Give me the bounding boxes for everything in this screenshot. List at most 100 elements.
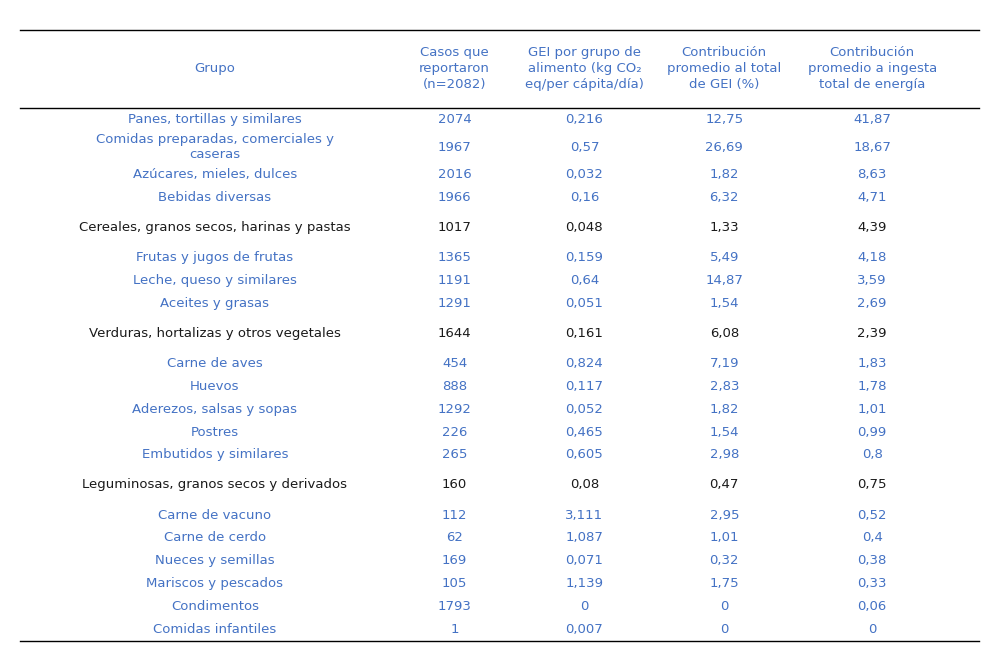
Text: 0: 0 — [720, 623, 728, 636]
Text: 4,39: 4,39 — [857, 221, 887, 235]
Text: 0,52: 0,52 — [857, 509, 887, 522]
Text: 1292: 1292 — [438, 403, 472, 416]
Text: Bebidas diversas: Bebidas diversas — [158, 191, 272, 204]
Text: 6,32: 6,32 — [709, 191, 739, 204]
Text: Casos que
reportaron
(n=2082): Casos que reportaron (n=2082) — [420, 46, 490, 91]
Text: 2,83: 2,83 — [709, 380, 739, 393]
Text: GEI por grupo de
alimento (kg CO₂
eq/per cápita/día): GEI por grupo de alimento (kg CO₂ eq/per… — [525, 46, 643, 91]
Text: 1,01: 1,01 — [709, 532, 739, 545]
Text: Verduras, hortalizas y otros vegetales: Verduras, hortalizas y otros vegetales — [89, 327, 341, 340]
Text: 26,69: 26,69 — [705, 141, 743, 154]
Text: Condimentos: Condimentos — [171, 600, 259, 613]
Text: 0,32: 0,32 — [709, 554, 739, 567]
Text: 0,75: 0,75 — [857, 478, 887, 491]
Text: 0,38: 0,38 — [857, 554, 887, 567]
Text: Grupo: Grupo — [195, 62, 235, 75]
Text: Azúcares, mieles, dulces: Azúcares, mieles, dulces — [133, 168, 297, 181]
Text: Leche, queso y similares: Leche, queso y similares — [133, 274, 297, 287]
Text: 1,087: 1,087 — [565, 532, 603, 545]
Text: 3,59: 3,59 — [857, 274, 887, 287]
Text: 0,605: 0,605 — [565, 449, 603, 461]
Text: 0,08: 0,08 — [569, 478, 599, 491]
Text: Mariscos y pescados: Mariscos y pescados — [146, 577, 284, 590]
Text: 2,95: 2,95 — [709, 509, 739, 522]
Text: 0,64: 0,64 — [569, 274, 599, 287]
Text: 0,465: 0,465 — [565, 426, 603, 439]
Text: 0,051: 0,051 — [565, 297, 603, 310]
Text: Carne de aves: Carne de aves — [167, 357, 263, 370]
Text: 1,54: 1,54 — [709, 297, 739, 310]
Text: 105: 105 — [442, 577, 468, 590]
Text: 888: 888 — [442, 380, 468, 393]
Text: Comidas preparadas, comerciales y
caseras: Comidas preparadas, comerciales y casera… — [96, 133, 334, 161]
Text: 0,06: 0,06 — [857, 600, 887, 613]
Text: 0: 0 — [580, 600, 588, 613]
Text: 4,18: 4,18 — [857, 252, 887, 264]
Text: 1,01: 1,01 — [857, 403, 887, 416]
Text: 1644: 1644 — [438, 327, 472, 340]
Text: 1,54: 1,54 — [709, 426, 739, 439]
Text: 2,69: 2,69 — [857, 297, 887, 310]
Text: Aceites y grasas: Aceites y grasas — [160, 297, 270, 310]
Text: 1: 1 — [451, 623, 459, 636]
Text: Carne de cerdo: Carne de cerdo — [164, 532, 266, 545]
Text: Cereales, granos secos, harinas y pastas: Cereales, granos secos, harinas y pastas — [79, 221, 351, 235]
Text: 1,83: 1,83 — [857, 357, 887, 370]
Text: 12,75: 12,75 — [705, 112, 743, 125]
Text: 1365: 1365 — [438, 252, 472, 264]
Text: 1,75: 1,75 — [709, 577, 739, 590]
Text: 3,111: 3,111 — [565, 509, 603, 522]
Text: 6,08: 6,08 — [709, 327, 739, 340]
Text: 62: 62 — [447, 532, 463, 545]
Text: Contribución
promedio al total
de GEI (%): Contribución promedio al total de GEI (%… — [667, 46, 781, 91]
Text: 169: 169 — [442, 554, 468, 567]
Text: 0: 0 — [868, 623, 876, 636]
Text: Panes, tortillas y similares: Panes, tortillas y similares — [128, 112, 302, 125]
Text: 0,4: 0,4 — [862, 532, 882, 545]
Text: 226: 226 — [442, 426, 468, 439]
Text: 0,032: 0,032 — [565, 168, 603, 181]
Text: 14,87: 14,87 — [705, 274, 743, 287]
Text: 4,71: 4,71 — [857, 191, 887, 204]
Text: 2074: 2074 — [438, 112, 472, 125]
Text: 0,33: 0,33 — [857, 577, 887, 590]
Text: 1,33: 1,33 — [709, 221, 739, 235]
Text: 0: 0 — [720, 600, 728, 613]
Text: 1,139: 1,139 — [565, 577, 603, 590]
Text: 8,63: 8,63 — [857, 168, 887, 181]
Text: 18,67: 18,67 — [853, 141, 891, 154]
Text: 0,99: 0,99 — [857, 426, 887, 439]
Text: Leguminosas, granos secos y derivados: Leguminosas, granos secos y derivados — [82, 478, 348, 491]
Text: 5,49: 5,49 — [709, 252, 739, 264]
Text: 1,82: 1,82 — [709, 168, 739, 181]
Text: 1793: 1793 — [438, 600, 472, 613]
Text: 1,82: 1,82 — [709, 403, 739, 416]
Text: Nueces y semillas: Nueces y semillas — [155, 554, 275, 567]
Text: 0,007: 0,007 — [565, 623, 603, 636]
Text: 1,78: 1,78 — [857, 380, 887, 393]
Text: 112: 112 — [442, 509, 468, 522]
Text: Embutidos y similares: Embutidos y similares — [142, 449, 288, 461]
Text: 1967: 1967 — [438, 141, 472, 154]
Text: 0,57: 0,57 — [569, 141, 599, 154]
Text: Huevos: Huevos — [190, 380, 240, 393]
Text: 7,19: 7,19 — [709, 357, 739, 370]
Text: 1017: 1017 — [438, 221, 472, 235]
Text: 1291: 1291 — [438, 297, 472, 310]
Text: 0,071: 0,071 — [565, 554, 603, 567]
Text: 265: 265 — [442, 449, 468, 461]
Text: 0,824: 0,824 — [565, 357, 603, 370]
Text: 1966: 1966 — [438, 191, 472, 204]
Text: Aderezos, salsas y sopas: Aderezos, salsas y sopas — [132, 403, 298, 416]
Text: 2,98: 2,98 — [709, 449, 739, 461]
Text: 0,159: 0,159 — [565, 252, 603, 264]
Text: 0,161: 0,161 — [565, 327, 603, 340]
Text: 2,39: 2,39 — [857, 327, 887, 340]
Text: 454: 454 — [442, 357, 468, 370]
Text: 41,87: 41,87 — [853, 112, 891, 125]
Text: Carne de vacuno: Carne de vacuno — [158, 509, 272, 522]
Text: 0,117: 0,117 — [565, 380, 603, 393]
Text: Comidas infantiles: Comidas infantiles — [153, 623, 277, 636]
Text: 0,216: 0,216 — [565, 112, 603, 125]
Text: 0,052: 0,052 — [565, 403, 603, 416]
